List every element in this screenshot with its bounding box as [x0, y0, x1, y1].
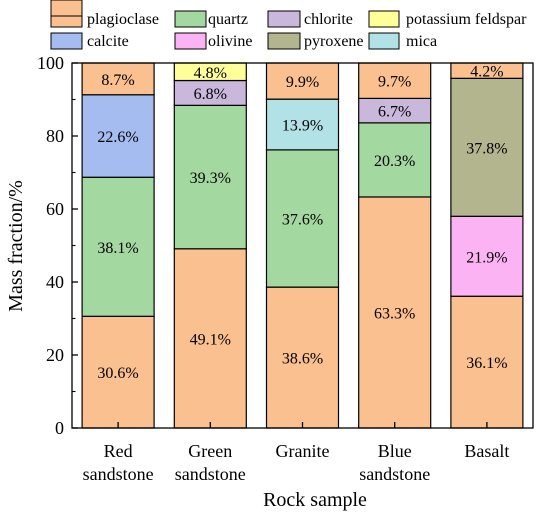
legend-swatch-olivine — [174, 32, 207, 50]
x-tick-label: Basalt — [464, 441, 509, 461]
data-label: 8.7% — [101, 72, 134, 89]
data-label: 49.1% — [190, 331, 231, 348]
x-tick-label: Blue — [378, 441, 412, 461]
data-label: 37.6% — [282, 211, 323, 228]
y-tick-label: 80 — [46, 126, 64, 146]
bar-segment-olivine — [450, 215, 524, 297]
bar-segment-quartz — [358, 122, 432, 198]
legend-label: pyroxene — [304, 33, 364, 50]
data-label: 6.8% — [194, 86, 227, 103]
legend-swatch-pyroxene — [267, 32, 301, 50]
bar-segment-other — [358, 62, 432, 100]
legend-swatch-quartz — [174, 10, 207, 28]
bar-segment-other — [265, 62, 340, 100]
data-label: 30.6% — [97, 365, 138, 382]
bar-segment-other — [81, 62, 155, 96]
x-tick-label: Red — [104, 441, 133, 461]
legend-swatch-chlorite — [267, 10, 301, 28]
data-label: 20.3% — [374, 153, 415, 170]
y-axis-label: Mass fraction/% — [5, 180, 27, 312]
data-label: 22.6% — [97, 129, 138, 146]
bar-segment-quartz — [265, 149, 340, 288]
data-label: 4.8% — [194, 65, 227, 82]
data-label: 21.9% — [466, 249, 507, 266]
y-tick-label: 20 — [46, 345, 64, 365]
data-label: 39.3% — [190, 170, 231, 187]
x-axis-label: Rock sample — [263, 489, 367, 511]
legend-label: quartz — [208, 11, 248, 28]
legend-label: chlorite — [304, 11, 353, 28]
legend-label: plagioclase — [87, 11, 159, 28]
data-label: 38.1% — [97, 240, 138, 257]
data-label: 13.9% — [282, 118, 323, 135]
bar-segment-plagioclase — [358, 196, 432, 429]
x-tick-label: Green — [188, 441, 232, 461]
bar-segment-plagioclase — [81, 315, 155, 429]
x-tick-label: sandstone — [83, 464, 154, 484]
y-tick-label: 0 — [55, 418, 64, 438]
x-tick-label: sandstone — [359, 464, 430, 484]
data-label: 36.1% — [466, 355, 507, 372]
bar-segment-quartz — [173, 104, 247, 250]
bar-segment-chlorite — [173, 79, 247, 106]
legend: plagioclase quartz chlorite potassium felds… — [50, 0, 527, 50]
legend-label: potassium feldspar — [406, 11, 527, 28]
x-axis: Red sandstone Green sandstone Granite Blue san… — [83, 422, 509, 484]
bar-segment-chlorite — [358, 97, 432, 124]
legend-swatch-other — [50, 0, 83, 17]
legend-label: other — [87, 0, 121, 4]
y-axis: 0 20 40 60 80 100 — [37, 53, 78, 438]
legend-swatch-mica — [368, 32, 400, 50]
y-tick-label: 100 — [37, 53, 64, 73]
legend-label: olivine — [208, 33, 252, 50]
bar-segment-mica — [265, 98, 340, 151]
legend-label: calcite — [87, 33, 129, 50]
legend-swatch-potassium-feldspar — [368, 10, 400, 28]
data-label: 63.3% — [374, 305, 415, 322]
legend-swatch-calcite — [50, 32, 83, 50]
data-label: 4.2% — [470, 64, 503, 81]
data-label: 9.9% — [286, 74, 319, 91]
data-label: 9.7% — [378, 74, 411, 91]
bar-segment-plagioclase — [450, 295, 524, 429]
plot-bars: 30.6% 38.1% 22.6% 8.7% 49.1% 39.3% 6.8% 4.8% 38.… — [81, 62, 524, 429]
legend-label: mica — [406, 33, 437, 50]
x-tick-label: sandstone — [175, 464, 246, 484]
y-tick-label: 60 — [46, 199, 64, 219]
data-label: 6.7% — [378, 104, 411, 121]
bar-segment-plagioclase — [265, 286, 340, 429]
data-label: 38.6% — [282, 351, 323, 368]
x-tick-label: Granite — [276, 441, 330, 461]
bar-segment-calcite — [81, 94, 155, 178]
data-label: 37.8% — [466, 140, 507, 157]
y-tick-label: 40 — [46, 272, 64, 292]
